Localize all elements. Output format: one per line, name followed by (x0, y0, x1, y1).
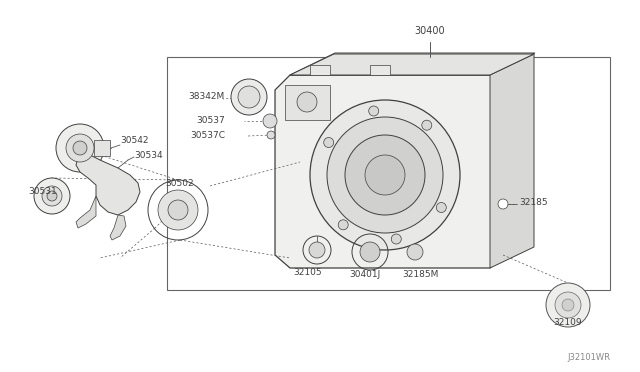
Circle shape (391, 234, 401, 244)
Text: 32105: 32105 (294, 268, 323, 277)
Circle shape (407, 244, 423, 260)
Circle shape (498, 199, 508, 209)
Circle shape (562, 299, 574, 311)
Circle shape (327, 117, 443, 233)
Circle shape (324, 138, 333, 148)
Polygon shape (290, 53, 535, 75)
Text: J32101WR: J32101WR (567, 353, 610, 362)
Text: 30401J: 30401J (349, 270, 381, 279)
Circle shape (365, 155, 405, 195)
Polygon shape (310, 65, 330, 75)
Text: 32185M: 32185M (402, 270, 438, 279)
Bar (285, 85, 330, 120)
Circle shape (555, 292, 581, 318)
Circle shape (34, 178, 70, 214)
Circle shape (56, 124, 104, 172)
Text: 30531: 30531 (28, 186, 57, 196)
Text: 30542: 30542 (120, 135, 148, 144)
Circle shape (422, 120, 432, 130)
Circle shape (42, 186, 62, 206)
Bar (167, 57, 610, 290)
Circle shape (73, 141, 87, 155)
Polygon shape (490, 54, 534, 268)
Polygon shape (76, 196, 96, 228)
Circle shape (360, 242, 380, 262)
Polygon shape (290, 54, 534, 75)
Text: 32185: 32185 (519, 198, 548, 206)
Circle shape (263, 114, 277, 128)
Circle shape (436, 202, 446, 212)
Text: 30537C: 30537C (190, 131, 225, 140)
Circle shape (338, 220, 348, 230)
Circle shape (309, 242, 325, 258)
Text: 38342M: 38342M (189, 92, 225, 100)
Circle shape (47, 191, 57, 201)
Circle shape (345, 135, 425, 215)
Circle shape (369, 106, 379, 116)
Circle shape (231, 79, 267, 115)
Text: 30534: 30534 (134, 151, 163, 160)
Polygon shape (275, 75, 505, 268)
Circle shape (297, 92, 317, 112)
Circle shape (267, 131, 275, 139)
Circle shape (158, 190, 198, 230)
Text: 30502: 30502 (165, 179, 194, 187)
Text: 30400: 30400 (415, 26, 445, 36)
Circle shape (168, 200, 188, 220)
Circle shape (310, 100, 460, 250)
Bar (94, 140, 110, 156)
Polygon shape (370, 65, 390, 75)
Text: 30537: 30537 (196, 115, 225, 125)
Text: 32109: 32109 (554, 318, 582, 327)
Circle shape (238, 86, 260, 108)
Polygon shape (76, 155, 140, 215)
Polygon shape (110, 215, 126, 240)
Circle shape (66, 134, 94, 162)
Circle shape (546, 283, 590, 327)
